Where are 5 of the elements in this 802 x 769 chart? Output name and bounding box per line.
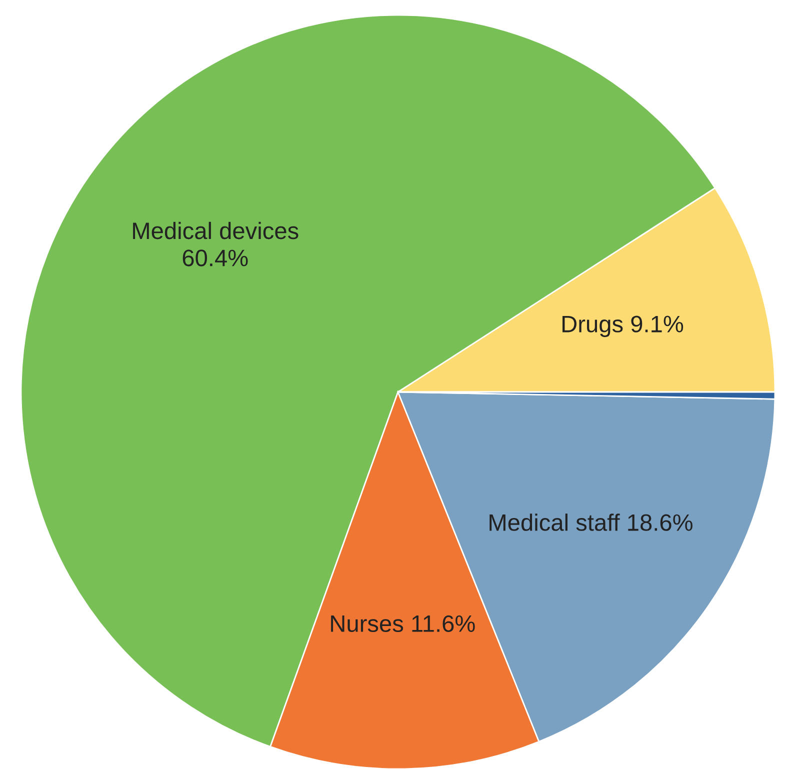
data-label: 60.4% <box>182 250 248 266</box>
slice-label: Medical staff 18.6% <box>490 514 692 531</box>
slice-label: Drugs 9.1% <box>562 316 684 338</box>
slice-label: Medical devices <box>133 222 298 240</box>
slice-label: Nurses 11.6% <box>331 615 475 632</box>
